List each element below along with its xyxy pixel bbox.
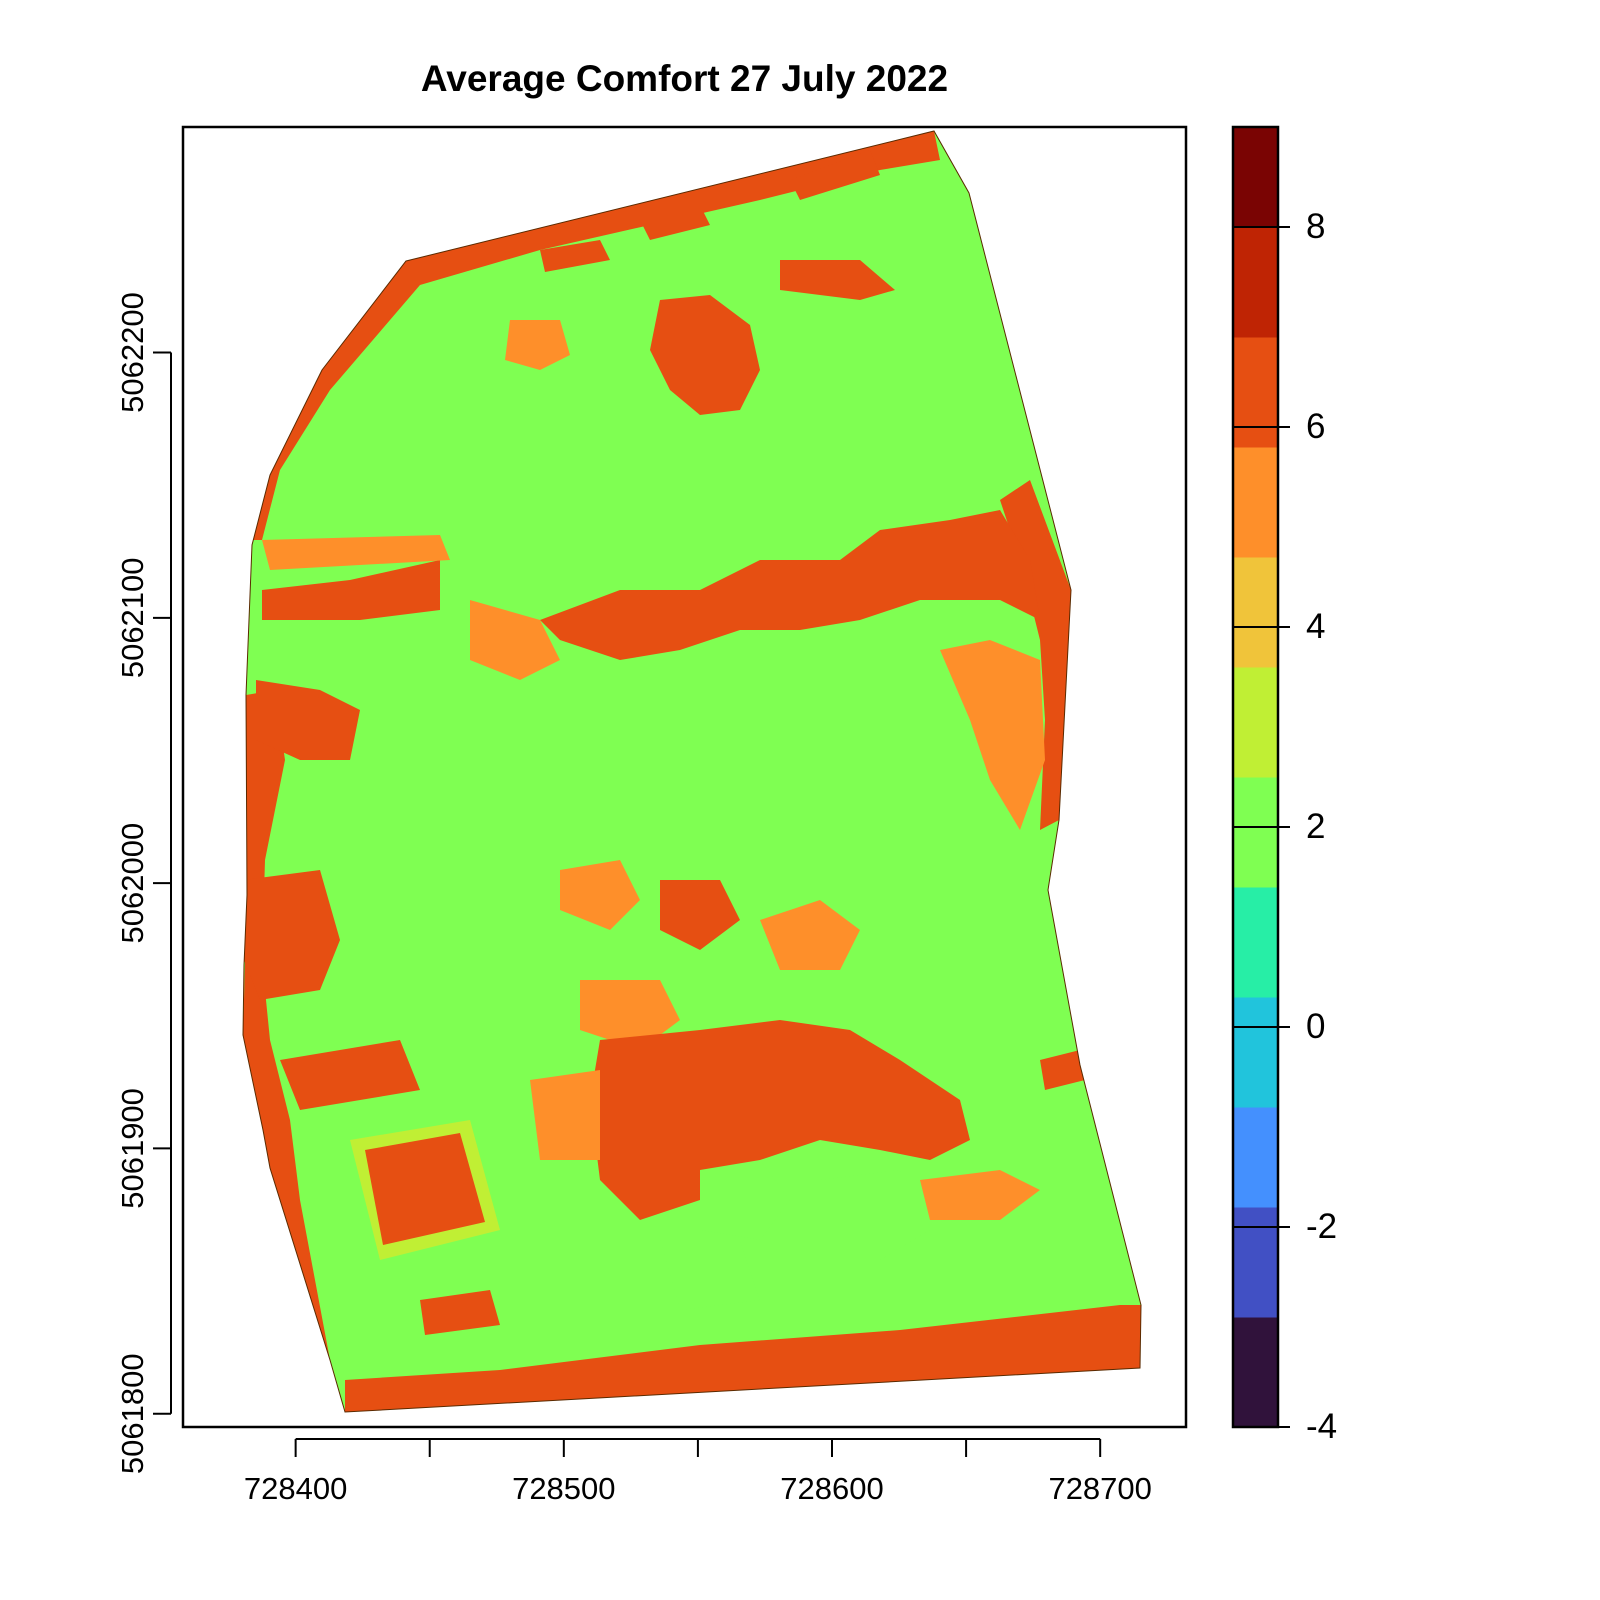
raster-patch-center-orange (560, 860, 640, 930)
raster-patch-west-mid (256, 680, 360, 760)
colorbar: 8 6 4 2 0 -2 -4 (1231, 125, 1337, 1446)
raster-patch-south-central (590, 1020, 970, 1220)
raster-band-central-east (540, 510, 1040, 660)
colorbar-tick-label: 4 (1306, 607, 1325, 646)
colorbar-tick-label: -4 (1306, 1407, 1337, 1446)
raster-rect-south-small (420, 1290, 500, 1335)
site-outline (242, 130, 1142, 1413)
raster-patch-north-top-left (540, 240, 610, 272)
colorbar-bin (1233, 127, 1278, 228)
raster-patch-southwest-orange (580, 980, 680, 1050)
raster-green-island-1 (700, 1160, 790, 1240)
colorbar-bin (1233, 667, 1278, 778)
colorbar-bin (1233, 887, 1278, 998)
map-title: Average Comfort 27 July 2022 (420, 58, 949, 99)
raster-patch-northeast-top (790, 150, 880, 200)
raster-band-upper-west-orange (262, 535, 450, 570)
colorbar-tick-label: 6 (1306, 407, 1325, 446)
raster-patch-center-red (660, 880, 740, 950)
x-tick-label: 728500 (512, 1471, 615, 1506)
raster-band-upper-west (262, 560, 440, 620)
y-axis: 5062200 5062100 5062000 5061900 5061800 (115, 292, 172, 1474)
raster-green-island-2 (820, 1170, 930, 1260)
y-tick-label: 5061900 (115, 1088, 150, 1209)
raster-square-southwest-inner (365, 1133, 485, 1245)
colorbar-tick-label: 8 (1306, 207, 1325, 246)
comfort-raster (243, 131, 1141, 1412)
colorbar-tick-label: -2 (1306, 1207, 1337, 1246)
y-tick-label: 5061800 (115, 1353, 150, 1474)
raster-patch-west-lower (244, 870, 340, 1000)
colorbar-bin (1233, 557, 1278, 668)
colorbar-bin (1233, 1107, 1278, 1208)
y-tick-label: 5062000 (115, 823, 150, 944)
raster-patch-north-ellipse (650, 295, 760, 415)
colorbar-tick-label: 2 (1306, 807, 1325, 846)
colorbar-bin (1233, 997, 1278, 1108)
colorbar-bin (1233, 1317, 1278, 1428)
raster-patch-west-lower-2 (280, 1040, 420, 1110)
raster-east-edge-band (1000, 480, 1071, 830)
raster-green-island-3 (660, 1240, 760, 1310)
plot-frame (181, 125, 1188, 1429)
colorbar-bin (1233, 447, 1278, 558)
colorbar-bin (1233, 227, 1278, 338)
colorbar-bin (1233, 1207, 1278, 1318)
x-tick-label: 728400 (244, 1471, 347, 1506)
y-tick-label: 5062100 (115, 557, 150, 678)
colorbar-tick-label: 0 (1306, 1007, 1325, 1046)
raster-patch-east-orange (940, 640, 1045, 830)
raster-patch-south-east-orange (920, 1170, 1040, 1220)
raster-patch-northeast-right (780, 260, 895, 300)
raster-band-central-east-orange (470, 600, 560, 680)
raster-south-edge-band (345, 1305, 1141, 1412)
raster-patch-east-lower-red (1040, 1050, 1085, 1090)
x-axis: 728400 728500 728600 728700 (244, 1438, 1152, 1506)
raster-west-edge-band (243, 690, 345, 1412)
raster-patch-north-top-mid (640, 205, 710, 240)
raster-patch-south-central-orange (530, 1070, 600, 1160)
x-tick-label: 728600 (780, 1471, 883, 1506)
x-tick-label: 728700 (1048, 1471, 1151, 1506)
y-tick-label: 5062200 (115, 292, 150, 413)
raster-patch-north-left (505, 320, 570, 370)
raster-patch-center-right-orange (760, 900, 860, 970)
colorbar-bin (1233, 777, 1278, 888)
colorbar-bin (1233, 337, 1278, 448)
